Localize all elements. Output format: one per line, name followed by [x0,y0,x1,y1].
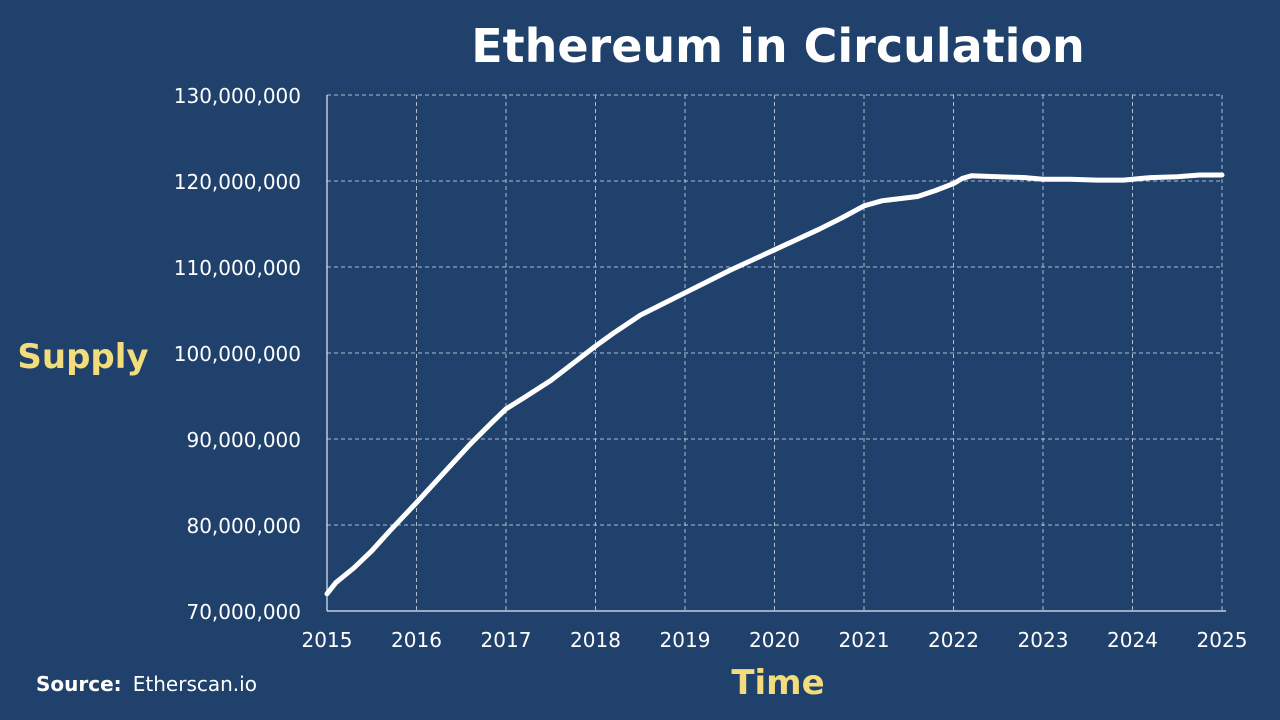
x-tick-label: 2024 [1107,628,1158,652]
y-tick-label: 110,000,000 [174,256,301,280]
x-tick-label: 2022 [928,628,979,652]
x-tick-label: 2023 [1018,628,1069,652]
x-tick-label: 2021 [839,628,890,652]
x-axis-label: Time [731,663,824,703]
y-tick-label: 90,000,000 [186,428,301,452]
x-tick-label: 2018 [570,628,621,652]
chart-title: Ethereum in Circulation [471,19,1085,73]
grid [327,94,1223,611]
supply-line [324,172,1225,597]
source-text: Etherscan.io [133,672,257,696]
series [324,172,1225,597]
y-tick-label: 80,000,000 [186,514,301,538]
x-tick-label: 2015 [302,628,353,652]
x-tick-labels: 2015 2016 2017 2018 2019 2020 2021 2022 2023 2024… [302,628,1248,652]
y-tick-labels: 70,000,000 80,000,000 90,000,000 100,000,00… [174,84,301,624]
y-tick-label: 130,000,000 [174,84,301,108]
source-note: Source: Etherscan.io [36,672,257,696]
y-axis-label: Supply [17,337,148,377]
y-tick-label: 120,000,000 [174,170,301,194]
x-tick-label: 2019 [660,628,711,652]
x-tick-label: 2020 [749,628,800,652]
x-tick-label: 2016 [391,628,442,652]
x-tick-label: 2025 [1197,628,1248,652]
y-tick-label: 100,000,000 [174,342,301,366]
source-prefix: Source: [36,672,122,696]
y-tick-label: 70,000,000 [186,600,301,624]
axes [326,95,1226,612]
x-tick-label: 2017 [481,628,532,652]
